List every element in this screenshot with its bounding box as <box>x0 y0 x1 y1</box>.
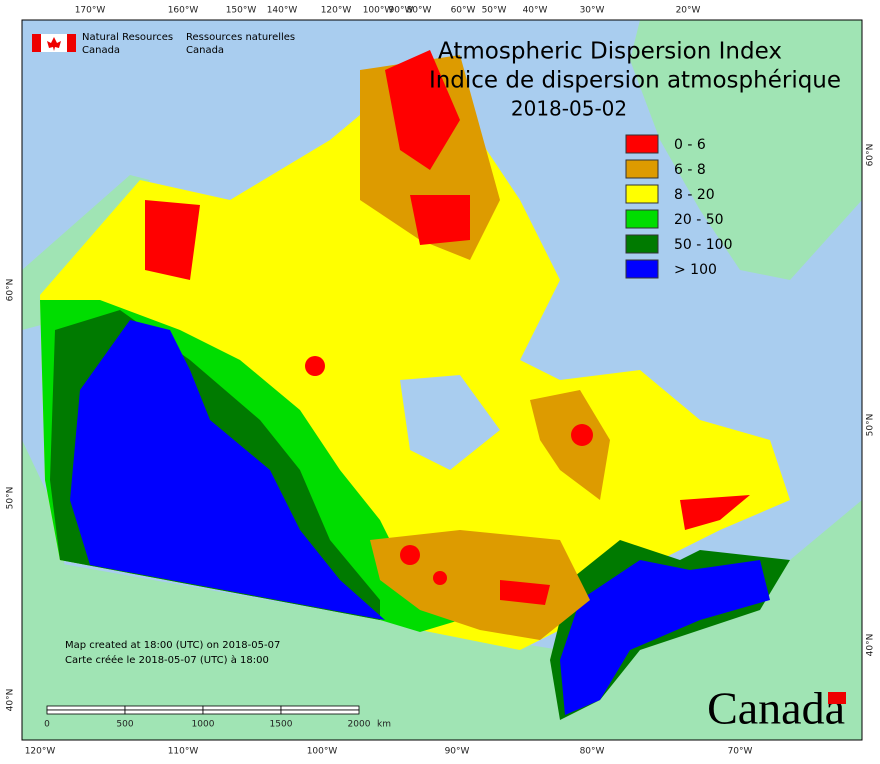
latitude-label: 40°N <box>6 689 16 712</box>
scale-label: 1000 <box>192 720 215 730</box>
legend-label: 50 - 100 <box>674 237 733 253</box>
zone-orange-south <box>370 530 590 640</box>
zone-blue-west <box>70 320 385 620</box>
united-states <box>22 440 862 740</box>
flag-leaf <box>47 37 61 51</box>
latitude-label: 40°N <box>866 634 876 657</box>
longitude-label: 100°W <box>363 6 394 16</box>
longitude-label: 60°W <box>451 6 476 16</box>
scale-label: 0 <box>44 720 50 730</box>
longitude-label: 170°W <box>75 6 106 16</box>
scale-segment <box>202 709 282 715</box>
longitude-label: 120°W <box>25 747 56 757</box>
date: 2018-05-02 <box>511 97 627 121</box>
longitude-label: 70°W <box>728 747 753 757</box>
note: Map created at 18:00 (UTC) on 2018-05-07 <box>65 640 280 651</box>
longitude-label: 20°W <box>676 6 701 16</box>
legend-label: 0 - 6 <box>674 137 706 153</box>
title: Atmospheric Dispersion Index <box>438 39 782 65</box>
legend-label: 8 - 20 <box>674 187 715 203</box>
latitude-label: 60°N <box>866 144 876 167</box>
ticks: 170°W 160°W 150°W 140°W 120°W 100°W90°W80°W 60… <box>6 6 876 757</box>
longitude-label: 110°W <box>168 747 199 757</box>
zone-orange-quebec <box>530 390 610 500</box>
zone-red-spot <box>400 545 420 565</box>
legend: 0 - 6 6 - 8 8 - 20 20 - 50 50 - 100 > 100 <box>625 134 733 279</box>
scale-label: 2000 <box>348 720 371 730</box>
legend-label: > 100 <box>674 262 717 278</box>
legend-swatch <box>625 234 659 254</box>
longitude-label: 50°W <box>482 6 507 16</box>
note: Carte créée le 2018-05-07 (UTC) à 18:00 <box>65 654 269 666</box>
zone-red-spot <box>433 571 447 585</box>
greenland <box>630 20 862 280</box>
legend-swatch <box>625 209 659 229</box>
scale-bar: 0 500 1000 1500 2000 km <box>44 705 391 730</box>
scale-segment <box>124 709 204 715</box>
latitude-label: 50°N <box>6 487 16 510</box>
zone-red-spot <box>305 356 325 376</box>
zone-red-spot <box>571 424 593 446</box>
scale-segment <box>280 705 360 711</box>
scale-label: 1500 <box>270 720 293 730</box>
legend-label: 20 - 50 <box>674 212 724 228</box>
legend-swatch <box>625 184 659 204</box>
legend-swatch <box>625 259 659 279</box>
longitude-label: 100°W <box>307 747 338 757</box>
zone-blue-east <box>560 560 770 715</box>
scale-segment <box>46 709 126 715</box>
title: Indice de dispersion atmosphérique <box>429 68 841 94</box>
latitude-label: 50°N <box>866 414 876 437</box>
wordmark: Canada <box>707 683 845 734</box>
longitude-label: 140°W <box>267 6 298 16</box>
legend-swatch <box>625 134 659 154</box>
scale-segment <box>46 705 126 711</box>
wordmark-flag <box>828 692 846 704</box>
agency-en: Canada <box>82 45 120 56</box>
longitude-label: 80°W <box>580 747 605 757</box>
hudson-bay <box>400 375 500 470</box>
map-frame <box>21 19 863 741</box>
longitude-label: 150°W <box>226 6 257 16</box>
agency-fr: Canada <box>186 45 224 56</box>
flag-left <box>32 34 41 52</box>
agency-en: Natural Resources <box>82 32 173 43</box>
longitude-label: 90°W <box>445 747 470 757</box>
scale-segment <box>124 705 204 711</box>
latitude-label: 60°N <box>6 279 16 302</box>
legend-swatch <box>625 159 659 179</box>
scale-segment <box>280 709 360 715</box>
legend-label: 6 - 8 <box>674 162 706 178</box>
longitude-label: 30°W <box>580 6 605 16</box>
flag-right <box>67 34 76 52</box>
scale-label: 500 <box>116 720 133 730</box>
longitude-label: 120°W <box>321 6 352 16</box>
longitude-label: 40°W <box>523 6 548 16</box>
longitude-label: 160°W <box>168 6 199 16</box>
longitude-label: 80°W <box>407 6 432 16</box>
agency-fr: Ressources naturelles <box>186 32 295 43</box>
scale-segment <box>202 705 282 711</box>
longitude-label: 90°W <box>389 6 414 16</box>
scale-unit: km <box>377 720 391 730</box>
